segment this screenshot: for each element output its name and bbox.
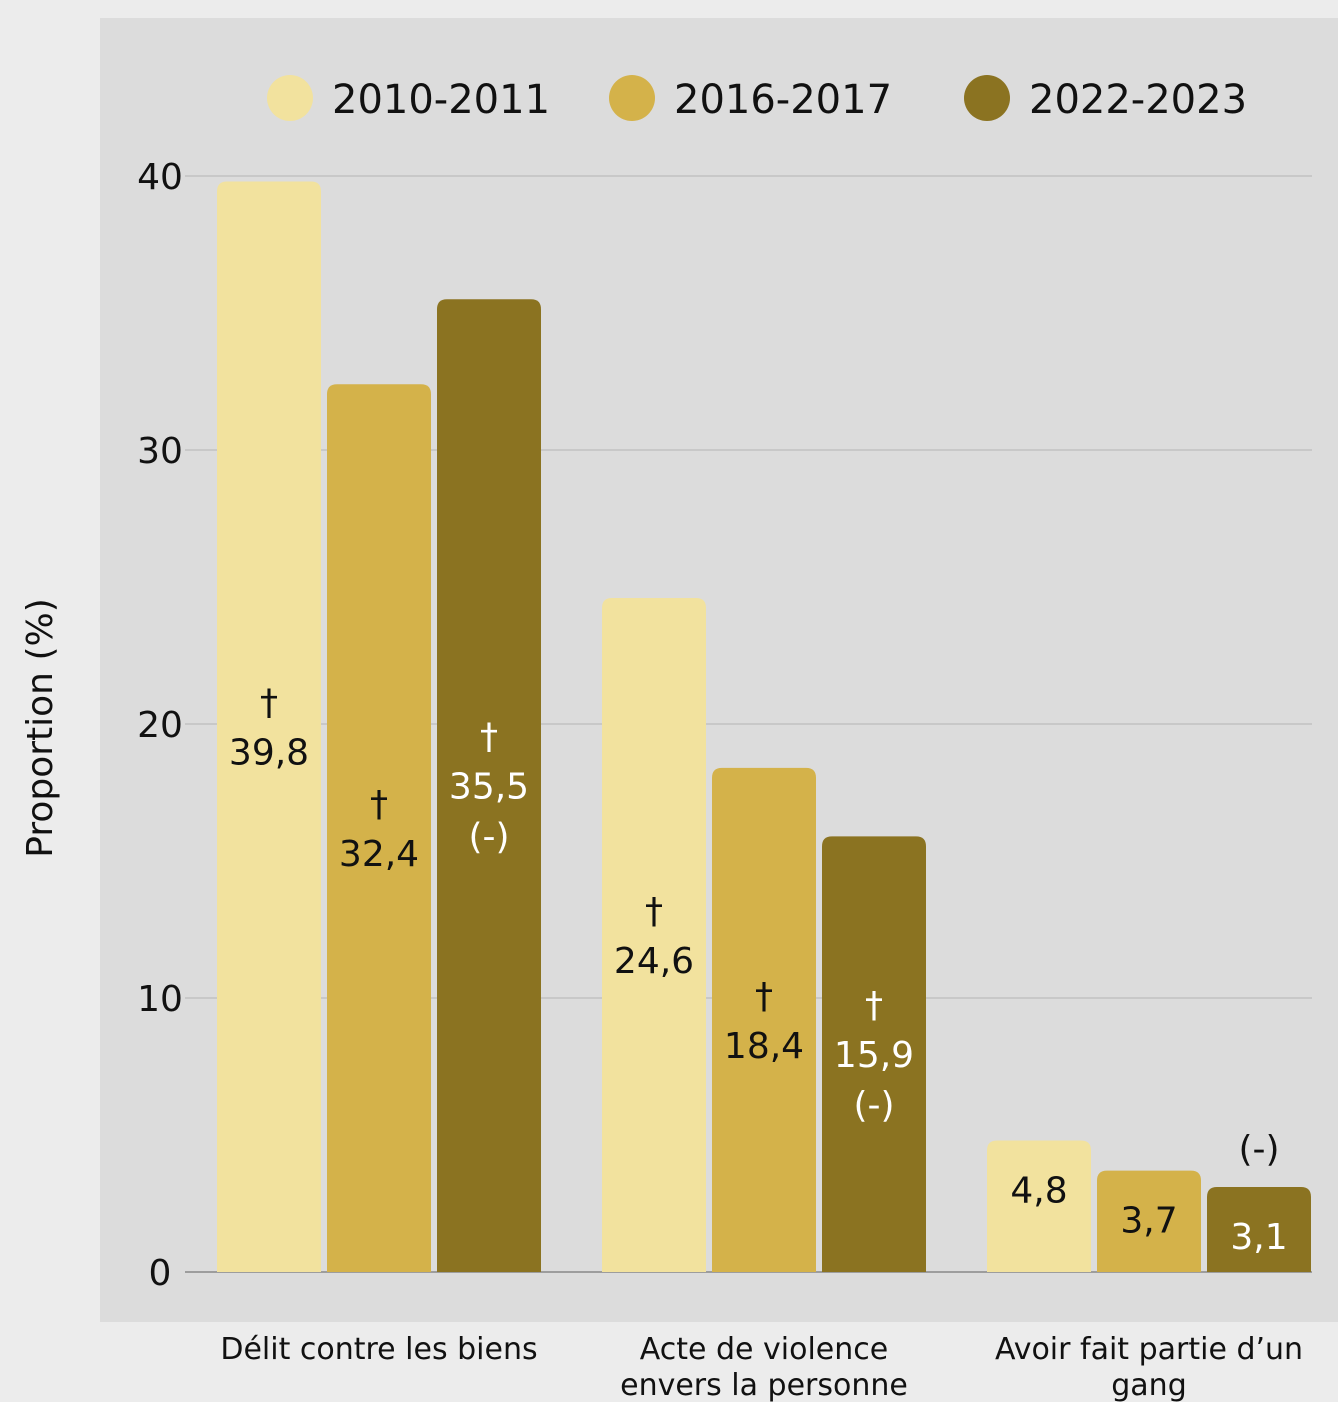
category-label: envers la personne bbox=[620, 1368, 908, 1402]
legend-label: 2010-2011 bbox=[332, 77, 550, 123]
data-label: 24,6 bbox=[614, 941, 694, 982]
y-tick-label: 30 bbox=[137, 431, 183, 472]
bars bbox=[217, 181, 1311, 1273]
y-axis-ticks: 0 10 20 30 40 bbox=[137, 157, 183, 1294]
y-tick-label: 10 bbox=[137, 979, 183, 1020]
significance-marker: (-) bbox=[1238, 1129, 1279, 1170]
significance-marker: † bbox=[755, 976, 773, 1017]
bar bbox=[987, 1140, 1091, 1272]
bar bbox=[217, 181, 321, 1273]
legend-swatch bbox=[964, 75, 1010, 121]
bar bbox=[602, 597, 706, 1272]
data-label: 3,1 bbox=[1230, 1217, 1287, 1258]
category-label: Acte de violence bbox=[640, 1332, 888, 1367]
data-label: 3,7 bbox=[1120, 1201, 1177, 1242]
legend-swatch bbox=[609, 75, 655, 121]
data-label: 32,4 bbox=[339, 834, 419, 875]
legend-label: 2022-2023 bbox=[1029, 77, 1247, 123]
legend-label: 2016-2017 bbox=[674, 77, 892, 123]
y-axis-label: Proportion (%) bbox=[20, 598, 61, 858]
bar bbox=[1207, 1187, 1311, 1272]
data-label: 39,8 bbox=[229, 733, 309, 774]
y-tick-label: 0 bbox=[149, 1253, 172, 1294]
significance-marker: † bbox=[480, 717, 498, 758]
significance-marker: † bbox=[865, 985, 883, 1026]
legend-swatch bbox=[267, 75, 313, 121]
data-label: 18,4 bbox=[724, 1026, 804, 1067]
significance-marker: (-) bbox=[468, 817, 509, 858]
data-label: 4,8 bbox=[1010, 1170, 1067, 1211]
bar bbox=[712, 767, 816, 1272]
legend: 2010-2011 2016-2017 2022-2023 bbox=[267, 75, 1247, 123]
bar bbox=[1097, 1170, 1201, 1272]
significance-marker: † bbox=[645, 891, 663, 932]
data-labels: † 39,8 † 24,6 4,8 † 32,4 † 18,4 3,7 † 35,5 (-) † 15,9 (… bbox=[229, 683, 1288, 1258]
category-label: gang bbox=[1111, 1368, 1186, 1402]
category-label: Avoir fait partie d’un bbox=[995, 1332, 1303, 1367]
data-label: 35,5 bbox=[449, 767, 529, 808]
significance-marker: † bbox=[370, 784, 388, 825]
data-label: 15,9 bbox=[834, 1035, 914, 1076]
significance-marker: † bbox=[260, 683, 278, 724]
significance-marker: (-) bbox=[853, 1085, 894, 1126]
y-tick-label: 20 bbox=[137, 705, 183, 746]
y-tick-label: 40 bbox=[137, 157, 183, 198]
bar bbox=[437, 299, 541, 1272]
category-label: Délit contre les biens bbox=[220, 1332, 537, 1367]
bar bbox=[327, 384, 431, 1272]
bar bbox=[822, 836, 926, 1272]
category-labels: Délit contre les biens Acte de violenceen… bbox=[220, 1332, 1303, 1402]
